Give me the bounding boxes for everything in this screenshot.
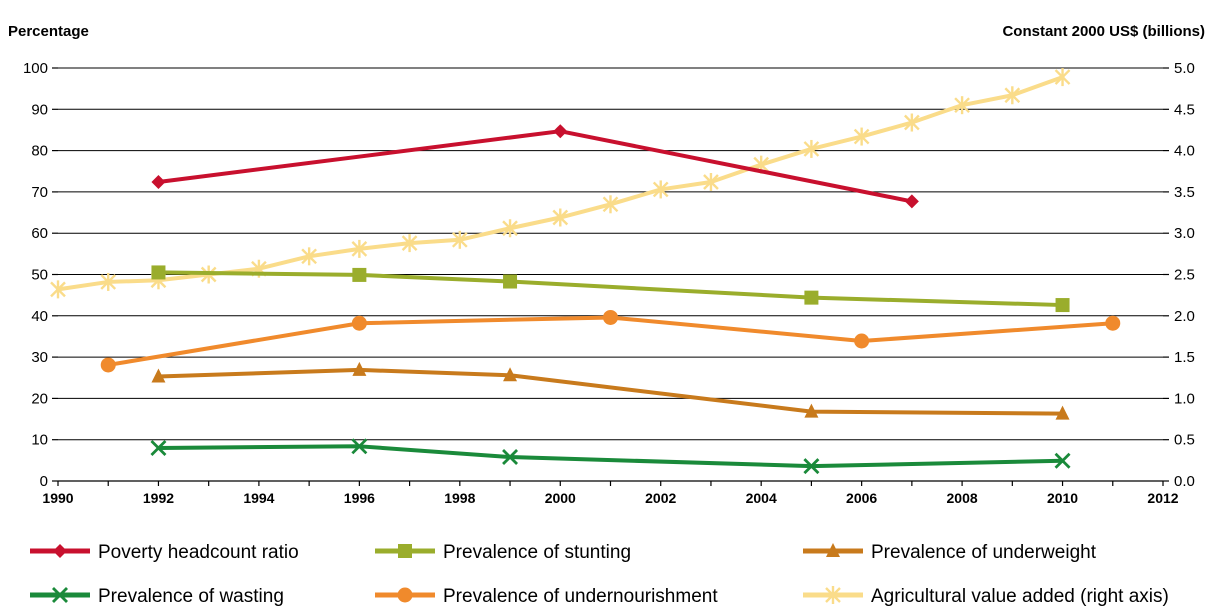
x-tick-label: 2000 xyxy=(545,490,576,506)
series-line xyxy=(158,131,911,201)
y-left-tick-label: 10 xyxy=(31,432,48,449)
x-tick-label: 2006 xyxy=(846,490,877,506)
y-right-tick-label: 5.0 xyxy=(1174,60,1195,77)
legend-item: Prevalence of wasting xyxy=(30,586,284,606)
y-left-tick-label: 0 xyxy=(40,473,48,490)
y-right-tick-label: 4.0 xyxy=(1174,143,1195,160)
y-left-tick-label: 80 xyxy=(31,143,48,160)
x-tick-label: 2010 xyxy=(1047,490,1078,506)
x-tick-label: 1996 xyxy=(344,490,375,506)
legend-item: Prevalence of undernourishment xyxy=(375,586,718,606)
data-point xyxy=(1105,316,1120,331)
y-right-tick-label: 1.0 xyxy=(1174,390,1195,407)
data-point xyxy=(905,194,919,208)
y-right-tick-label: 3.5 xyxy=(1174,184,1195,201)
y-right-tick-label: 2.0 xyxy=(1174,308,1195,325)
data-point xyxy=(804,291,818,305)
data-point xyxy=(151,175,165,189)
x-tick-label: 2002 xyxy=(645,490,676,506)
data-point xyxy=(603,310,618,325)
y-left-tick-label: 50 xyxy=(31,267,48,284)
y-right-tick-label: 0.0 xyxy=(1174,473,1195,490)
legend-label: Prevalence of underweight xyxy=(871,542,1097,563)
y-right-tick-label: 2.5 xyxy=(1174,267,1195,284)
data-point xyxy=(151,265,165,279)
series-prevalence-of-undernourishment xyxy=(101,310,1121,372)
y-left-tick-label: 40 xyxy=(31,308,48,325)
series-agricultural-value-added-right-axis xyxy=(51,68,1070,298)
y-left-axis-title: Percentage xyxy=(8,23,89,40)
y-right-tick-label: 4.5 xyxy=(1174,101,1195,118)
legend-marker xyxy=(398,588,413,603)
series-line xyxy=(158,272,1062,305)
axes: 0 10 20 30 40 50 60 70 80 90 100 0.0 0.5 1.0 1.5 2.0 2.5… xyxy=(23,60,1195,506)
x-tick-label: 2004 xyxy=(746,490,777,506)
data-point xyxy=(854,333,869,348)
y-left-tick-label: 100 xyxy=(23,60,48,77)
series-group xyxy=(51,68,1120,473)
legend-label: Poverty headcount ratio xyxy=(98,542,299,563)
y-left-tick-label: 20 xyxy=(31,390,48,407)
series-prevalence-of-underweight xyxy=(151,362,1069,420)
series-poverty-headcount-ratio xyxy=(151,124,918,208)
data-point xyxy=(503,275,517,289)
y-left-tick-label: 30 xyxy=(31,349,48,366)
legend-item: Poverty headcount ratio xyxy=(30,542,299,563)
legend-label: Prevalence of stunting xyxy=(443,542,631,563)
legend-item: Prevalence of stunting xyxy=(375,542,631,563)
y-left-tick-label: 70 xyxy=(31,184,48,201)
series-prevalence-of-stunting xyxy=(151,265,1069,312)
series-line xyxy=(158,370,1062,414)
data-point xyxy=(1056,298,1070,312)
data-point xyxy=(101,357,116,372)
y-right-tick-label: 1.5 xyxy=(1174,349,1195,366)
x-tick-label: 1994 xyxy=(243,490,274,506)
x-tick-label: 1992 xyxy=(143,490,174,506)
y-right-tick-label: 3.0 xyxy=(1174,225,1195,242)
series-line xyxy=(158,446,1062,466)
legend-label: Agricultural value added (right axis) xyxy=(871,586,1169,606)
data-point xyxy=(352,316,367,331)
y-left-tick-label: 90 xyxy=(31,101,48,118)
legend-label: Prevalence of undernourishment xyxy=(443,586,718,606)
x-tick-label: 1998 xyxy=(444,490,475,506)
y-left-tick-label: 60 xyxy=(31,225,48,242)
legend-item: Prevalence of underweight xyxy=(803,542,1097,563)
y-right-axis-title: Constant 2000 US$ (billions) xyxy=(1002,23,1205,40)
x-tick-label: 2008 xyxy=(947,490,978,506)
legend-marker xyxy=(398,544,412,558)
x-tick-label: 1990 xyxy=(42,490,73,506)
legend-item: Agricultural value added (right axis) xyxy=(803,586,1169,606)
legend-label: Prevalence of wasting xyxy=(98,586,284,606)
legend-marker xyxy=(53,544,67,558)
gridlines xyxy=(58,68,1163,440)
data-point xyxy=(553,124,567,138)
x-tick-label: 2012 xyxy=(1147,490,1178,506)
series-prevalence-of-wasting xyxy=(151,439,1069,473)
y-right-tick-label: 0.5 xyxy=(1174,432,1195,449)
legend: Poverty headcount ratio Prevalence of stu… xyxy=(30,542,1169,606)
data-point xyxy=(352,268,366,282)
